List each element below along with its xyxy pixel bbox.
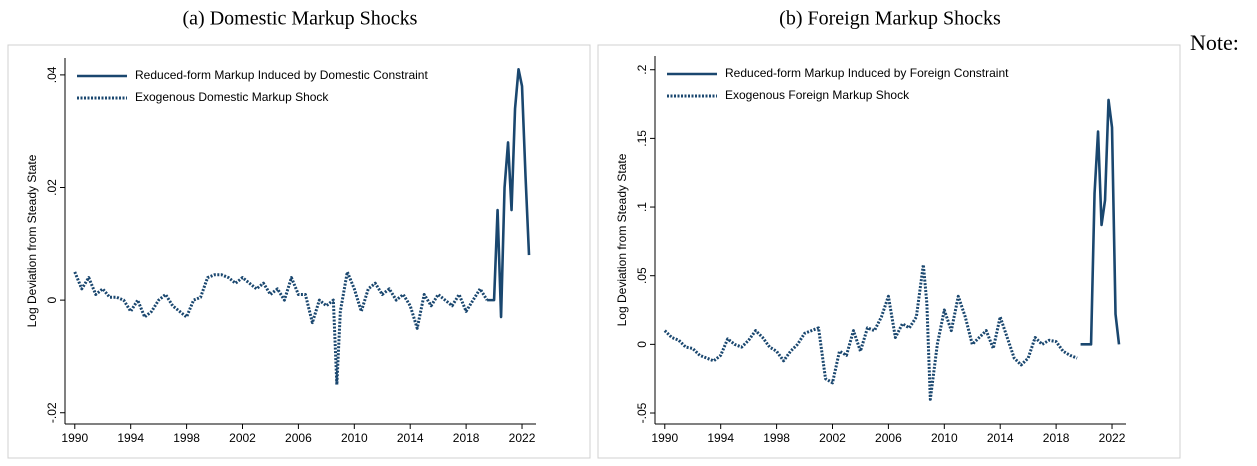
y-tick-label: .02 — [45, 179, 59, 196]
x-tick-label: 1994 — [707, 431, 734, 445]
panel-frame — [597, 44, 1181, 459]
x-tick-label: 2022 — [1099, 431, 1126, 445]
y-tick-label: .15 — [635, 130, 649, 147]
y-tick-label: 0 — [45, 296, 59, 303]
note: Note: — [1190, 30, 1239, 55]
x-tick-label: 2018 — [453, 431, 480, 445]
y-tick-label: .1 — [635, 202, 649, 212]
y-tick-label: .05 — [635, 267, 649, 284]
y-tick-label: .04 — [45, 66, 59, 83]
x-tick-label: 2006 — [285, 431, 312, 445]
legend-label: Exogenous Foreign Markup Shock — [725, 88, 910, 102]
x-tick-label: 2006 — [875, 431, 902, 445]
panel: (a) Domestic Markup Shocks Log Deviation … — [25, 8, 536, 445]
legend-label: Exogenous Domestic Markup Shock — [135, 90, 329, 104]
x-tick-label: 2014 — [987, 431, 1014, 445]
y-tick-label: -.02 — [45, 402, 59, 423]
x-tick-label: 1998 — [173, 431, 200, 445]
x-tick-label: 1990 — [651, 431, 678, 445]
series-line — [487, 67, 531, 319]
x-tick-label: 2018 — [1043, 431, 1070, 445]
legend-label: Reduced-form Markup Induced by Foreign C… — [725, 66, 1009, 80]
chart-title: (b) Foreign Markup Shocks — [779, 8, 1001, 30]
panel-frame — [7, 44, 591, 459]
chart-title: (a) Domestic Markup Shocks — [183, 8, 418, 30]
y-tick-label: -.05 — [635, 402, 649, 423]
x-tick-label: 2010 — [341, 431, 368, 445]
series-line — [663, 263, 1078, 401]
x-tick-label: 2010 — [931, 431, 958, 445]
x-tick-label: 1990 — [61, 431, 88, 445]
x-tick-label: 2002 — [819, 431, 846, 445]
x-tick-label: 2014 — [397, 431, 424, 445]
y-axis-label: Log Deviation from Steady State — [615, 153, 629, 326]
series-line — [1080, 98, 1121, 346]
y-tick-label: 0 — [635, 341, 649, 348]
series-line — [73, 270, 489, 387]
y-axis-label: Log Deviation from Steady State — [25, 154, 39, 327]
legend-label: Reduced-form Markup Induced by Domestic … — [135, 68, 428, 82]
panel: (b) Foreign Markup Shocks Log Deviation f… — [615, 8, 1126, 445]
x-tick-label: 2022 — [509, 431, 536, 445]
y-tick-label: .2 — [635, 64, 649, 74]
x-tick-label: 2002 — [229, 431, 256, 445]
x-tick-label: 1998 — [763, 431, 790, 445]
x-tick-label: 1994 — [117, 431, 144, 445]
